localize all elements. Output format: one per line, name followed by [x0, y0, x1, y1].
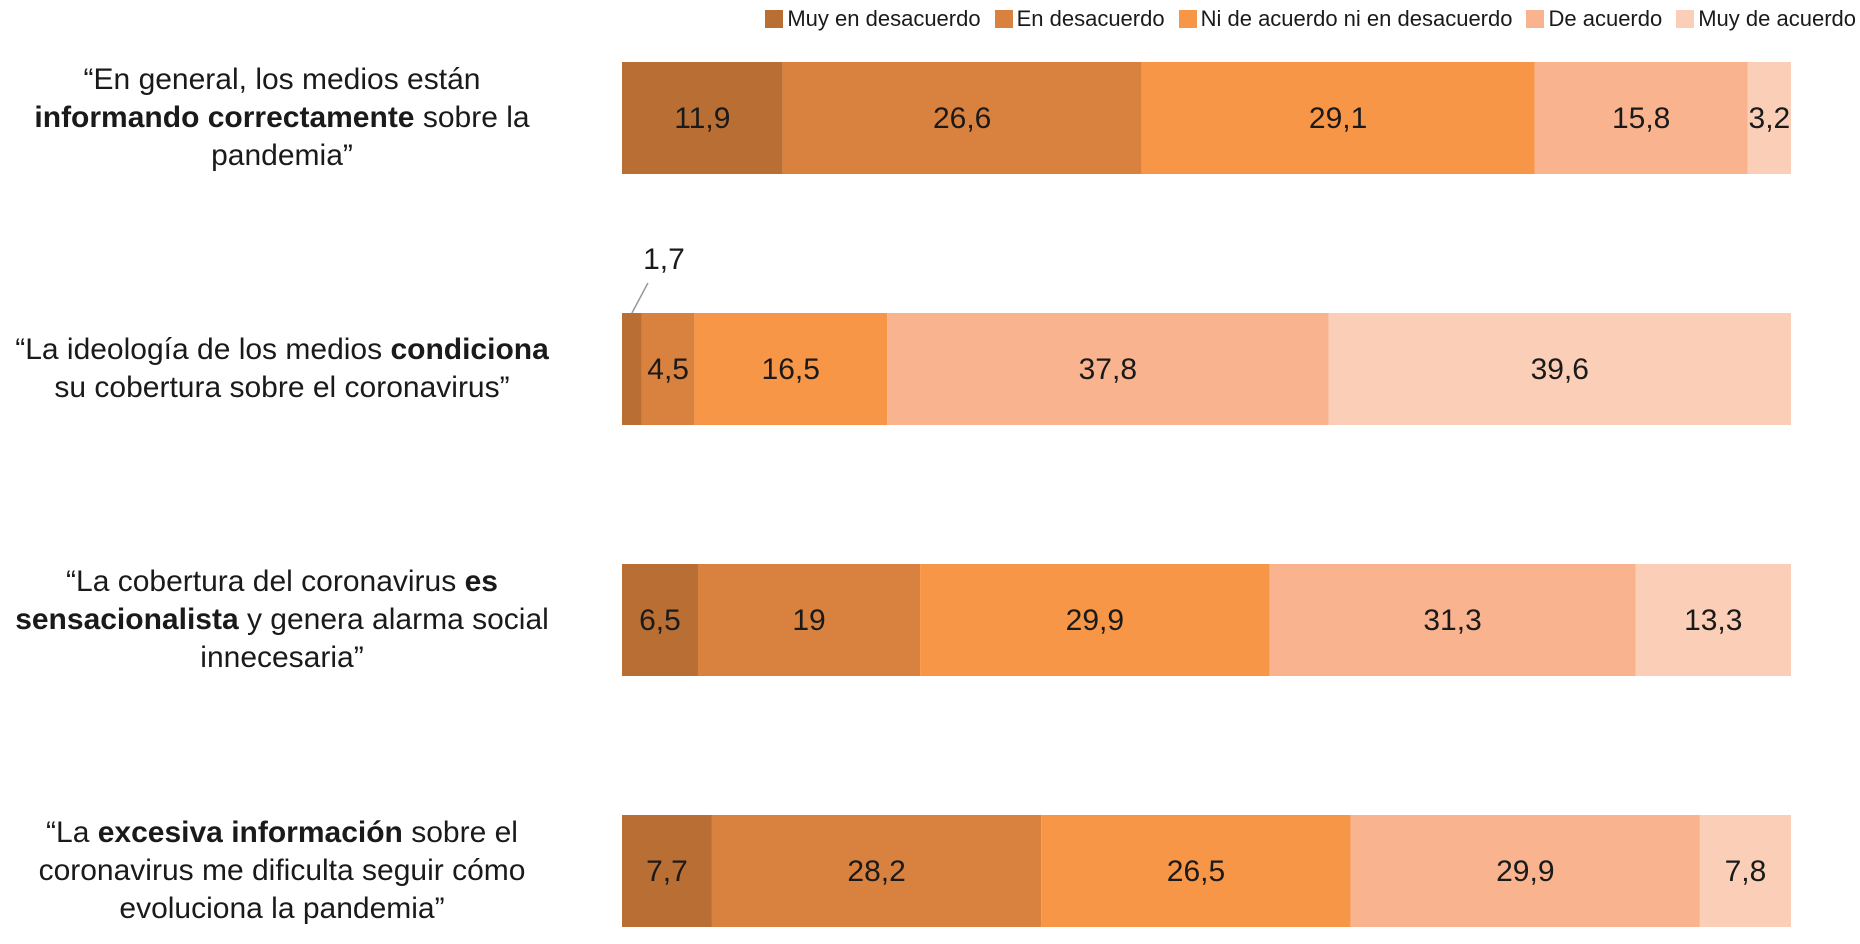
category-label: “La ideología de los medios condiciona s… [8, 331, 556, 407]
legend-item: De acuerdo [1526, 6, 1662, 32]
legend-swatch [765, 10, 784, 28]
data-label: 1,7 [643, 243, 685, 276]
category-text: y genera alarma social innecesaria” [200, 603, 549, 674]
bar-segment [1328, 313, 1791, 425]
category-label: “La cobertura del coronavirus es sensaci… [8, 563, 556, 677]
data-label: 37,8 [1079, 353, 1137, 386]
data-label: 28,2 [847, 855, 905, 888]
category-text: “En general, los medios están [83, 63, 481, 96]
category-text: sobre la pandemia” [211, 101, 530, 172]
legend-swatch [1178, 10, 1197, 28]
data-label: 15,8 [1612, 102, 1670, 135]
category-text: “La ideología de los medios [15, 333, 391, 366]
legend-label: Muy en desacuerdo [787, 6, 981, 31]
bar-segment [694, 313, 888, 425]
bar-segment [920, 564, 1270, 676]
bar-segment [1635, 564, 1791, 676]
data-label: 3,2 [1749, 102, 1791, 135]
legend-swatch [994, 10, 1013, 28]
bar-segment [622, 62, 783, 174]
category-text: informando correctamente [34, 101, 415, 134]
data-label: 6,5 [639, 604, 681, 637]
legend: Muy en desacuerdo En desacuerdo Ni de acue… [765, 6, 1856, 32]
data-label: 29,9 [1496, 855, 1554, 888]
legend-swatch [1526, 10, 1545, 28]
data-label: 4,5 [647, 353, 689, 386]
category-text: “La cobertura del coronavirus [66, 565, 465, 598]
data-label: 29,1 [1309, 102, 1367, 135]
bar-segment [887, 313, 1329, 425]
legend-label: Ni de acuerdo ni en desacuerdo [1200, 6, 1513, 31]
data-label: 11,9 [674, 102, 730, 135]
bar-segment [1747, 62, 1791, 174]
bar-segment [622, 313, 642, 425]
data-label: 7,7 [646, 855, 688, 888]
category-text: condiciona [390, 333, 549, 366]
bar-segment [1699, 815, 1791, 927]
data-label: 26,6 [933, 102, 991, 135]
category-text: su cobertura sobre el coronavirus” [54, 371, 510, 404]
legend-item: Muy en desacuerdo [765, 6, 981, 32]
category-text: sobre el coronavirus me dificulta seguir… [38, 816, 526, 925]
bar-segment [622, 564, 698, 676]
legend-label: Muy de acuerdo [1698, 6, 1856, 31]
legend-label: En desacuerdo [1016, 6, 1165, 31]
legend-item: En desacuerdo [994, 6, 1165, 32]
bar-segment [1269, 564, 1636, 676]
data-label: 7,8 [1725, 855, 1767, 888]
leader-line [631, 282, 649, 314]
bar-segment [622, 815, 712, 927]
category-text: excesiva información [97, 816, 403, 849]
data-label: 26,5 [1167, 855, 1225, 888]
legend-label: De acuerdo [1548, 6, 1663, 31]
category-text: “La [46, 816, 98, 849]
bar-segment [697, 564, 921, 676]
category-label: “En general, los medios están informando… [8, 61, 556, 175]
data-label: 16,5 [762, 353, 820, 386]
legend-swatch [1676, 10, 1695, 28]
legend-item: Muy de acuerdo [1676, 6, 1856, 32]
data-label: 13,3 [1684, 604, 1742, 637]
bar-segment [641, 313, 695, 425]
category-label: “La excesiva información sobre el corona… [8, 814, 556, 928]
category-text: es sensacionalista [15, 565, 498, 636]
data-label: 19 [792, 604, 825, 637]
bar-segment [1041, 815, 1351, 927]
data-label: 31,3 [1423, 604, 1481, 637]
bar-segment [782, 62, 1142, 174]
legend-item: Ni de acuerdo ni en desacuerdo [1178, 6, 1513, 32]
data-label: 29,9 [1066, 604, 1124, 637]
bar-segment [711, 815, 1042, 927]
data-label: 39,6 [1531, 353, 1589, 386]
bar-segment [1141, 62, 1535, 174]
bar-segment [1350, 815, 1700, 927]
bar-segment [1534, 62, 1748, 174]
